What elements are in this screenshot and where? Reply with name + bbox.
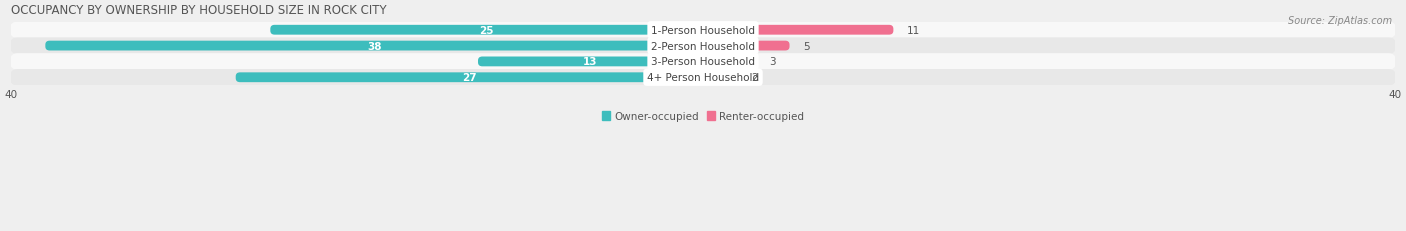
FancyBboxPatch shape: [703, 26, 893, 36]
FancyBboxPatch shape: [10, 22, 1396, 39]
Text: 25: 25: [479, 26, 494, 36]
Legend: Owner-occupied, Renter-occupied: Owner-occupied, Renter-occupied: [598, 107, 808, 126]
Text: OCCUPANCY BY OWNERSHIP BY HOUSEHOLD SIZE IN ROCK CITY: OCCUPANCY BY OWNERSHIP BY HOUSEHOLD SIZE…: [11, 4, 387, 17]
FancyBboxPatch shape: [703, 73, 738, 83]
Text: 13: 13: [583, 57, 598, 67]
FancyBboxPatch shape: [478, 57, 703, 67]
FancyBboxPatch shape: [703, 42, 790, 51]
FancyBboxPatch shape: [10, 54, 1396, 70]
Text: 2-Person Household: 2-Person Household: [651, 41, 755, 51]
FancyBboxPatch shape: [236, 73, 703, 83]
FancyBboxPatch shape: [703, 57, 755, 67]
FancyBboxPatch shape: [10, 38, 1396, 55]
Text: 27: 27: [463, 73, 477, 83]
Text: 38: 38: [367, 41, 381, 51]
Text: 1-Person Household: 1-Person Household: [651, 26, 755, 36]
Text: 4+ Person Household: 4+ Person Household: [647, 73, 759, 83]
Text: 3: 3: [769, 57, 775, 67]
FancyBboxPatch shape: [270, 26, 703, 36]
Text: 3-Person Household: 3-Person Household: [651, 57, 755, 67]
Text: 5: 5: [803, 41, 810, 51]
Text: Source: ZipAtlas.com: Source: ZipAtlas.com: [1288, 16, 1392, 26]
FancyBboxPatch shape: [45, 42, 703, 51]
Text: 2: 2: [751, 73, 758, 83]
FancyBboxPatch shape: [10, 70, 1396, 86]
Text: 11: 11: [907, 26, 921, 36]
